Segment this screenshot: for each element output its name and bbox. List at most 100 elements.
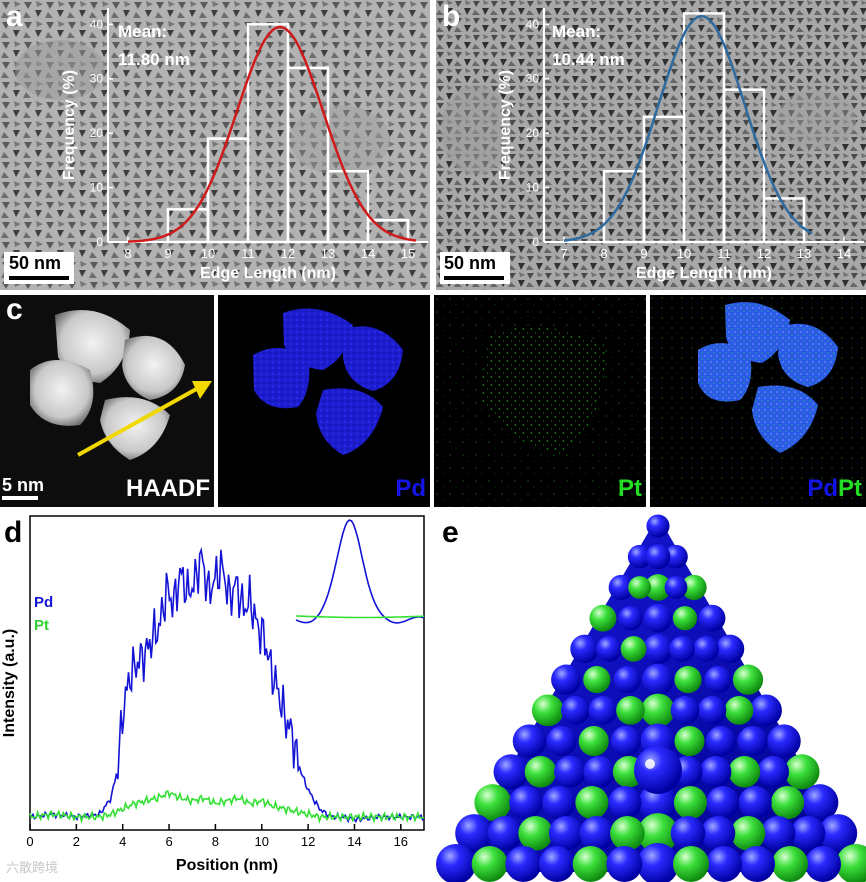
x-tick-label: 8 — [600, 246, 607, 261]
overlay-particle — [752, 385, 818, 453]
edge-atom — [551, 664, 582, 695]
face-atom — [618, 606, 643, 631]
y-tick-label: 40 — [90, 17, 104, 31]
face-atom — [790, 816, 826, 851]
scale-bar-b — [444, 276, 504, 280]
face-atom — [674, 666, 702, 694]
panel-a: 8 9 10 11 12 13 14 15 0 10 20 30 40 Edge Length (nm) F… — [0, 0, 430, 290]
highlight-icon — [645, 759, 655, 769]
face-atom — [706, 846, 742, 882]
histogram-a: 8 9 10 11 12 13 14 15 0 10 20 30 40 Edge Length (nm) F… — [61, 8, 428, 282]
center-atom — [642, 663, 674, 696]
x-tick-label: 2 — [73, 834, 80, 849]
x-tick-label: 12 — [281, 246, 295, 261]
edge-atom — [818, 814, 858, 853]
panel-c-pt-map: Pt — [434, 295, 646, 507]
legend-pd: Pd — [34, 594, 54, 611]
pd-particle — [253, 347, 310, 409]
edge-atom — [589, 604, 617, 632]
edge-atom — [681, 574, 707, 601]
face-atom — [579, 816, 615, 851]
histogram-bar — [166, 208, 210, 244]
pdpt-label-pt: Pt — [838, 475, 862, 502]
face-atom — [664, 576, 688, 599]
face-atom — [728, 756, 761, 788]
center-atom — [637, 843, 679, 882]
y-tick-label: 0 — [532, 235, 539, 249]
y-axis-title: Intensity (a.u.) — [1, 629, 18, 737]
edge-atom — [608, 574, 634, 601]
edge-atom — [784, 754, 820, 790]
edge-atom — [436, 844, 476, 882]
center-atom — [646, 514, 670, 538]
panel-e: e — [436, 512, 866, 882]
y-tick-label: 10 — [90, 181, 104, 195]
edge-atom — [836, 844, 866, 882]
face-atom — [672, 606, 698, 631]
face-atom — [730, 816, 766, 851]
pdpt-overlay-image — [650, 295, 866, 507]
center-atom — [638, 783, 678, 822]
face-atom — [693, 636, 719, 662]
face-atom — [771, 786, 805, 820]
line-scan-arrow — [77, 385, 201, 457]
face-atom — [704, 666, 732, 694]
face-atom — [554, 756, 586, 788]
face-atom — [572, 846, 609, 882]
face-atom — [588, 696, 618, 725]
face-atom — [738, 786, 772, 820]
x-axis-title: Edge Length (nm) — [200, 265, 336, 282]
edge-atom — [570, 634, 599, 664]
x-tick-label: 0 — [26, 834, 33, 849]
face-atom — [583, 666, 611, 694]
x-tick-label: 11 — [241, 246, 255, 261]
x-tick-label: 14 — [837, 246, 851, 261]
histogram-bar — [286, 66, 330, 244]
center-atom — [644, 574, 672, 601]
panel-c-pdpt-overlay: PdPt — [650, 295, 866, 507]
tetrahedron-model — [436, 514, 866, 882]
center-atom — [643, 604, 673, 633]
face-atom — [737, 726, 768, 757]
face-atom — [542, 786, 576, 820]
x-tick-label: 4 — [119, 834, 126, 849]
face-atom — [673, 786, 707, 820]
edge-atom — [512, 724, 547, 758]
x-tick-label: 7 — [560, 246, 567, 261]
face-atom — [610, 726, 641, 757]
face-atom — [487, 816, 523, 851]
haadf-particle — [122, 335, 185, 400]
mean-value: 10.44 nm — [552, 50, 625, 69]
y-tick-label: 40 — [526, 17, 540, 31]
haadf-image — [0, 295, 214, 507]
face-atom — [620, 636, 647, 662]
edge-atom — [664, 544, 688, 569]
histogram-bar — [206, 137, 250, 244]
edge-atom — [698, 604, 726, 632]
scale-bar-label-c: 5 nm — [2, 475, 45, 495]
face-atom — [760, 816, 796, 851]
edge-atom — [801, 784, 839, 821]
scale-bar-a — [9, 276, 69, 280]
histogram-bar — [642, 115, 686, 244]
face-atom — [471, 846, 508, 882]
face-atom — [548, 816, 584, 851]
pdpt-label-pd: Pd — [807, 475, 838, 502]
y-tick-label: 20 — [90, 126, 104, 140]
gaussian-fit-curve — [563, 14, 813, 242]
edge-atom — [767, 724, 801, 758]
panel-label-a: a — [6, 0, 23, 33]
inset-pt-line — [295, 615, 425, 619]
x-tick-label: 13 — [797, 246, 811, 261]
face-atom — [546, 726, 577, 757]
mean-value: 11.80 nm — [118, 50, 190, 69]
mean-annotation-b: Mean: 10.44 nm — [552, 18, 625, 74]
face-atom — [575, 786, 609, 820]
mean-title: Mean: — [552, 22, 602, 41]
face-atom — [739, 846, 775, 882]
scale-bar-c — [2, 496, 38, 500]
pdpt-label: PdPt — [807, 475, 862, 503]
face-atom — [705, 726, 737, 757]
overlay-particle — [698, 343, 752, 402]
histogram-bar — [682, 12, 726, 244]
